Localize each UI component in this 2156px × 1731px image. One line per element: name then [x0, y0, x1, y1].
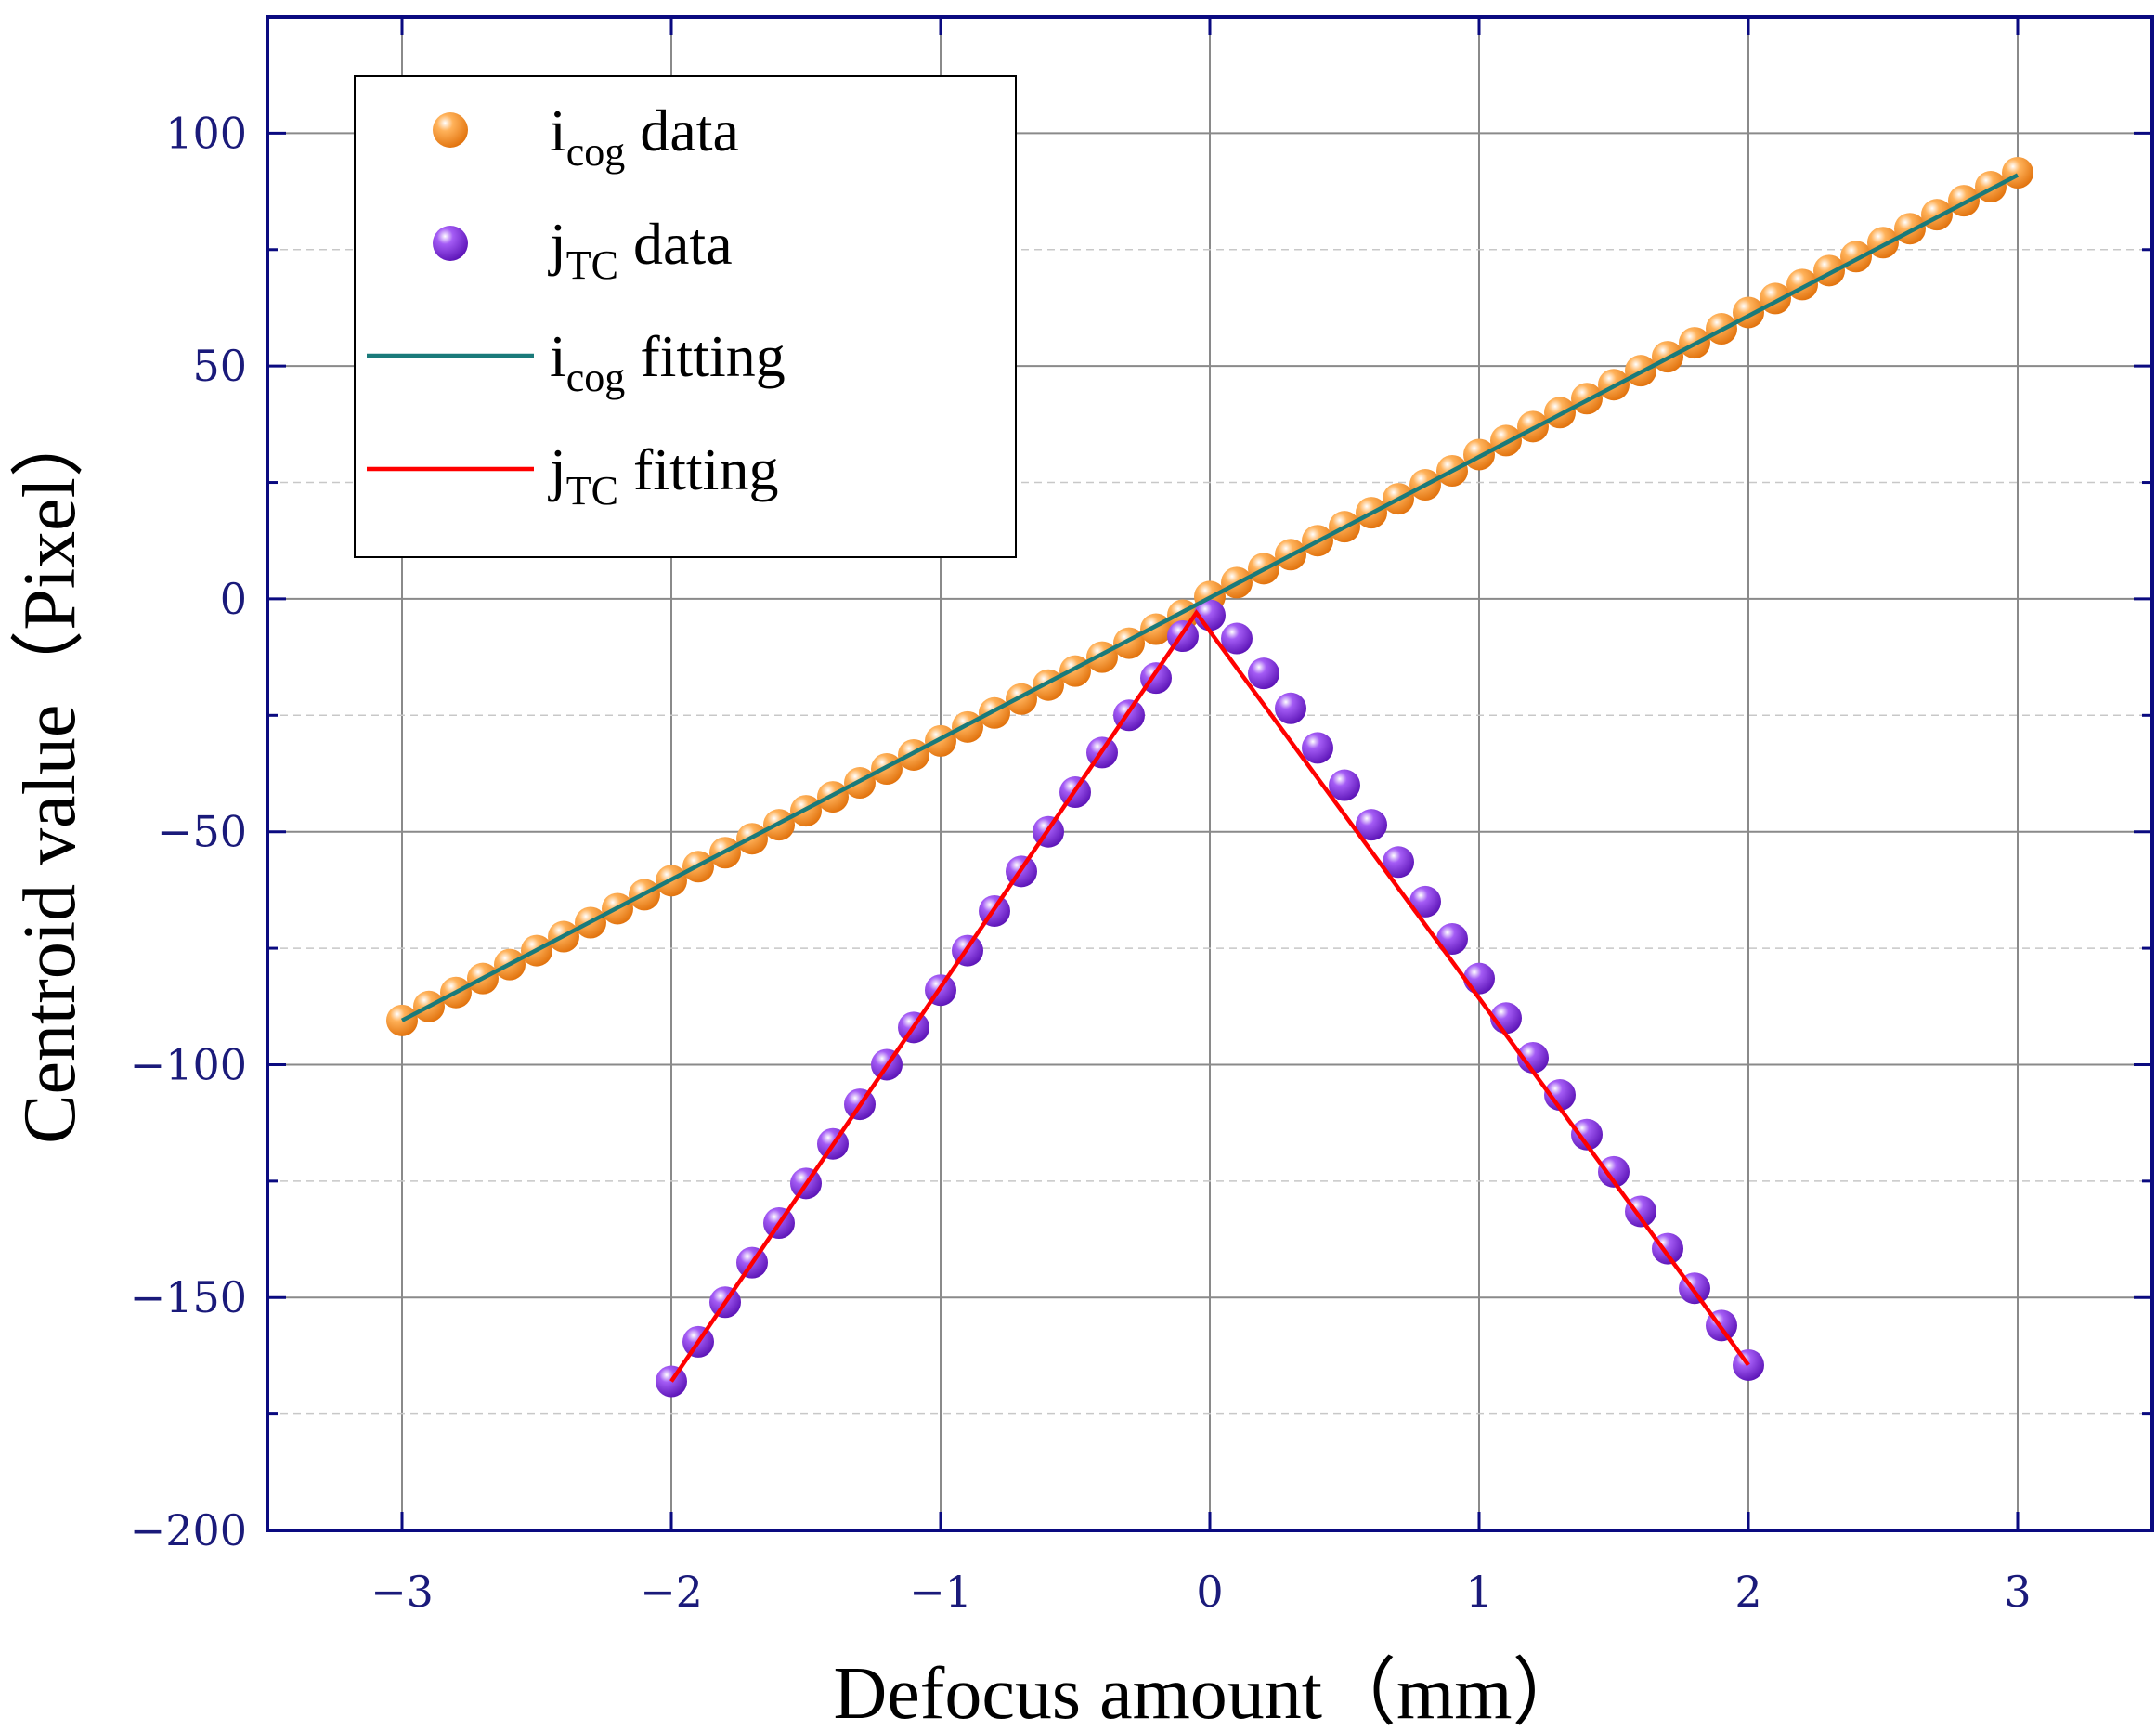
data-point [1221, 622, 1253, 655]
legend: icog data jTC data icog fitting jTC fitting [354, 75, 1017, 558]
data-point [1894, 213, 1926, 245]
fit-line-icog-fitting [400, 173, 2020, 1022]
data-point [1436, 923, 1468, 956]
data-point [979, 696, 1010, 729]
y-tick-label: 50 [192, 341, 247, 391]
data-point [1625, 1195, 1656, 1228]
data-point [1598, 1155, 1630, 1188]
data-point [1921, 199, 1953, 231]
x-tick-label: 0 [1196, 1567, 1223, 1617]
legend-label-4: jTC fitting [548, 436, 778, 514]
data-point [1329, 769, 1360, 801]
data-point [1275, 692, 1306, 724]
data-point [1356, 809, 1387, 841]
plot-frame [266, 15, 2154, 1532]
data-point [952, 710, 983, 743]
legend-marker-2 [433, 226, 468, 261]
data-point [2002, 157, 2033, 189]
data-point [1975, 171, 2007, 203]
y-tick-label: −50 [157, 807, 247, 857]
data-point [1383, 846, 1414, 879]
legend-marker-1 [433, 112, 468, 148]
data-point [1302, 732, 1333, 764]
y-tick-label: 100 [165, 108, 247, 158]
x-axis-title: Defocus amount（mm） [834, 1653, 1587, 1731]
plot-series [386, 157, 2033, 1398]
data-point [1059, 655, 1091, 687]
data-point [1409, 885, 1441, 918]
data-point [1248, 657, 1279, 690]
data-point [1571, 1118, 1603, 1151]
data-point [1544, 1079, 1576, 1112]
x-tick-label: 1 [1465, 1567, 1492, 1617]
tick-labels: −3 −2 −1 0 1 2 3 100 50 0 −50 −100 −150 −200 [130, 108, 2032, 1617]
y-tick-label: −100 [130, 1039, 247, 1089]
legend-label-3: icog fitting [550, 323, 786, 400]
legend-label-2: jTC data [548, 211, 733, 288]
x-tick-label: −1 [909, 1567, 972, 1617]
data-point [1517, 1041, 1549, 1074]
data-point [1867, 227, 1899, 259]
x-tick-label: 2 [1734, 1567, 1761, 1617]
legend-label-1: icog data [550, 98, 739, 175]
y-tick-label: −200 [130, 1505, 247, 1555]
data-point [1006, 683, 1037, 715]
y-tick-label: 0 [220, 574, 247, 624]
x-tick-label: −2 [640, 1567, 703, 1617]
x-tick-label: 3 [2004, 1567, 2031, 1617]
legend-box [354, 75, 1017, 558]
x-tick-label: −3 [370, 1567, 434, 1617]
data-point [1033, 669, 1064, 701]
y-tick-label: −150 [130, 1272, 247, 1322]
y-axis-title: Centroid value（Pixel） [9, 403, 91, 1144]
fit-line-jtc-fitting [669, 609, 1750, 1383]
data-point [1948, 185, 1980, 217]
data-point [1463, 962, 1495, 995]
